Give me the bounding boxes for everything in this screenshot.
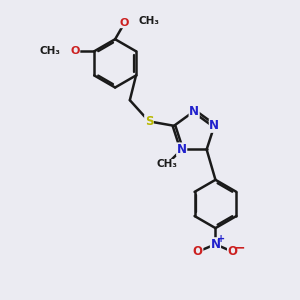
Text: O: O bbox=[120, 18, 129, 28]
Text: CH₃: CH₃ bbox=[39, 46, 60, 56]
Text: N: N bbox=[189, 105, 199, 118]
Text: O: O bbox=[227, 245, 238, 258]
Text: S: S bbox=[145, 115, 153, 128]
Text: N: N bbox=[211, 238, 220, 251]
Text: N: N bbox=[209, 119, 219, 132]
Text: O: O bbox=[70, 46, 80, 56]
Text: N: N bbox=[177, 143, 187, 156]
Text: O: O bbox=[193, 245, 203, 258]
Text: −: − bbox=[233, 240, 245, 254]
Text: CH₃: CH₃ bbox=[139, 16, 160, 26]
Text: +: + bbox=[217, 234, 225, 244]
Text: CH₃: CH₃ bbox=[156, 160, 177, 170]
